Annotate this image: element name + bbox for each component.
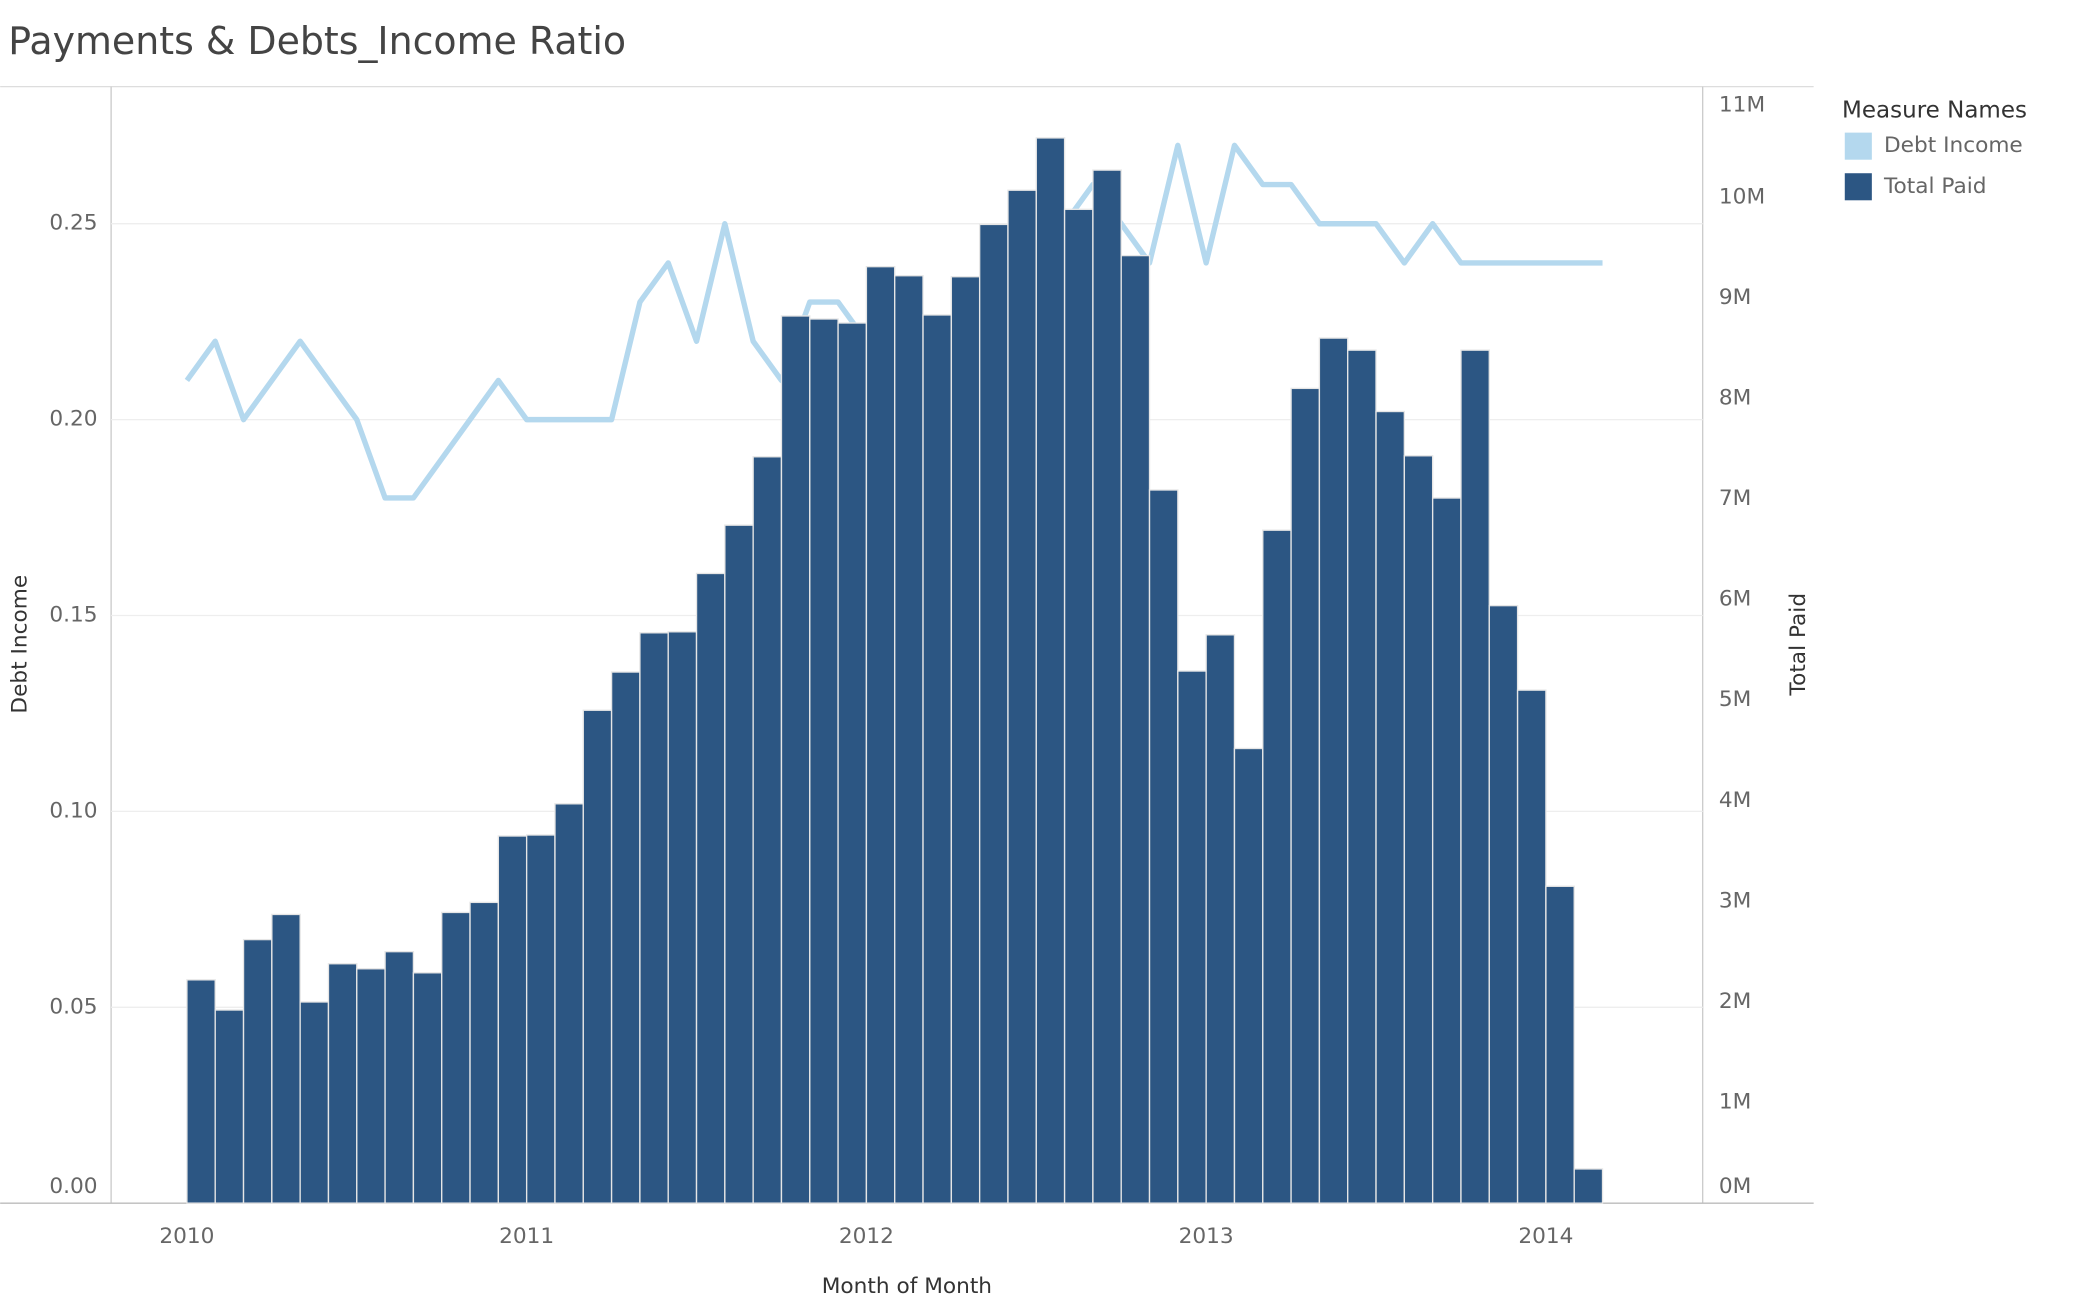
legend-swatch <box>1844 132 1872 160</box>
bar <box>1460 349 1490 1204</box>
bar <box>1488 604 1519 1204</box>
bar <box>1375 410 1406 1204</box>
y2-axis-title: Total Paid <box>1786 593 1811 697</box>
bar <box>554 803 584 1204</box>
bar <box>1035 137 1066 1204</box>
y-tick-label: 0.10 <box>49 798 97 823</box>
y2-tick-label: 8M <box>1719 385 1751 410</box>
y2-tick-label: 9M <box>1719 285 1751 310</box>
bar <box>299 1001 330 1204</box>
bar <box>639 632 669 1204</box>
bar <box>1347 349 1377 1204</box>
bar <box>1148 489 1179 1204</box>
bar <box>412 972 443 1204</box>
x-tick-label: 2013 <box>1179 1224 1234 1249</box>
bar <box>1573 1168 1604 1204</box>
y2-tick-label: 6M <box>1719 587 1751 612</box>
bar <box>1007 189 1037 1204</box>
bar <box>1516 689 1547 1204</box>
y2-tick-label: 3M <box>1719 888 1751 913</box>
x-tick-label: 2011 <box>499 1224 554 1249</box>
y2-tick-label: 7M <box>1719 486 1751 511</box>
bar <box>271 913 301 1204</box>
bar <box>610 671 641 1204</box>
y2-tick-label: 1M <box>1719 1090 1751 1115</box>
y-tick-label: 0.20 <box>49 407 97 432</box>
bar <box>667 631 698 1204</box>
y-tick-label: 0.05 <box>49 994 97 1019</box>
x-tick-label: 2014 <box>1518 1224 1573 1249</box>
bar <box>1262 529 1292 1204</box>
x-tick-label: 2010 <box>159 1224 214 1249</box>
bar <box>1290 387 1321 1204</box>
bar <box>525 834 556 1204</box>
y2-tick-label: 10M <box>1719 184 1765 209</box>
bar <box>497 835 528 1204</box>
y-tick-label: 0.15 <box>49 602 97 627</box>
y-axis-title: Debt Income <box>7 575 32 714</box>
bar <box>894 275 924 1204</box>
bar <box>695 572 726 1204</box>
bar <box>809 318 839 1204</box>
y2-tick-label: 4M <box>1719 788 1751 813</box>
y-tick-label: 0.00 <box>49 1174 97 1199</box>
bar <box>1431 497 1462 1204</box>
bar <box>1545 885 1575 1204</box>
y2-tick-label: 0M <box>1719 1174 1751 1199</box>
bar <box>1063 208 1094 1204</box>
y2-tick-label: 2M <box>1719 989 1751 1014</box>
bar <box>384 950 415 1204</box>
bar <box>922 314 953 1204</box>
y2-tick-label: 11M <box>1719 93 1765 118</box>
legend-swatch <box>1844 173 1872 201</box>
chart-title: Payments & Debts_Income Ratio <box>8 19 626 63</box>
y2-tick-label: 5M <box>1719 687 1751 712</box>
bar <box>1318 337 1349 1204</box>
bar <box>780 315 811 1204</box>
bar-layer <box>186 137 1604 1204</box>
legend-label: Total Paid <box>1883 174 1987 199</box>
bar <box>1205 634 1236 1204</box>
bar <box>724 524 754 1204</box>
bar <box>242 938 273 1204</box>
x-tick-label: 2012 <box>839 1224 894 1249</box>
legend-label: Debt Income <box>1884 133 2023 158</box>
bar <box>1092 169 1122 1204</box>
bar <box>582 709 613 1204</box>
bar <box>441 911 471 1204</box>
legend-title: Measure Names <box>1842 97 2027 123</box>
bar <box>356 968 386 1204</box>
y-tick-label: 0.25 <box>49 211 97 236</box>
bar <box>214 1009 245 1204</box>
bar <box>950 276 981 1204</box>
bar <box>1403 455 1434 1204</box>
bar <box>1177 670 1207 1204</box>
bar <box>186 979 216 1204</box>
bar <box>978 223 1009 1204</box>
bar <box>752 456 783 1204</box>
text-layer: 0.00 0.05 0.10 0.15 0.20 0.25 0M 1M 2M 3M 4M 5M 6M 7M… <box>49 93 2022 1249</box>
bar <box>865 265 896 1204</box>
bar <box>1233 747 1264 1204</box>
bar <box>327 963 358 1204</box>
x-axis-title: Month of Month <box>822 1274 992 1299</box>
bar <box>1120 254 1151 1204</box>
bar <box>837 322 868 1204</box>
bar <box>469 901 500 1204</box>
